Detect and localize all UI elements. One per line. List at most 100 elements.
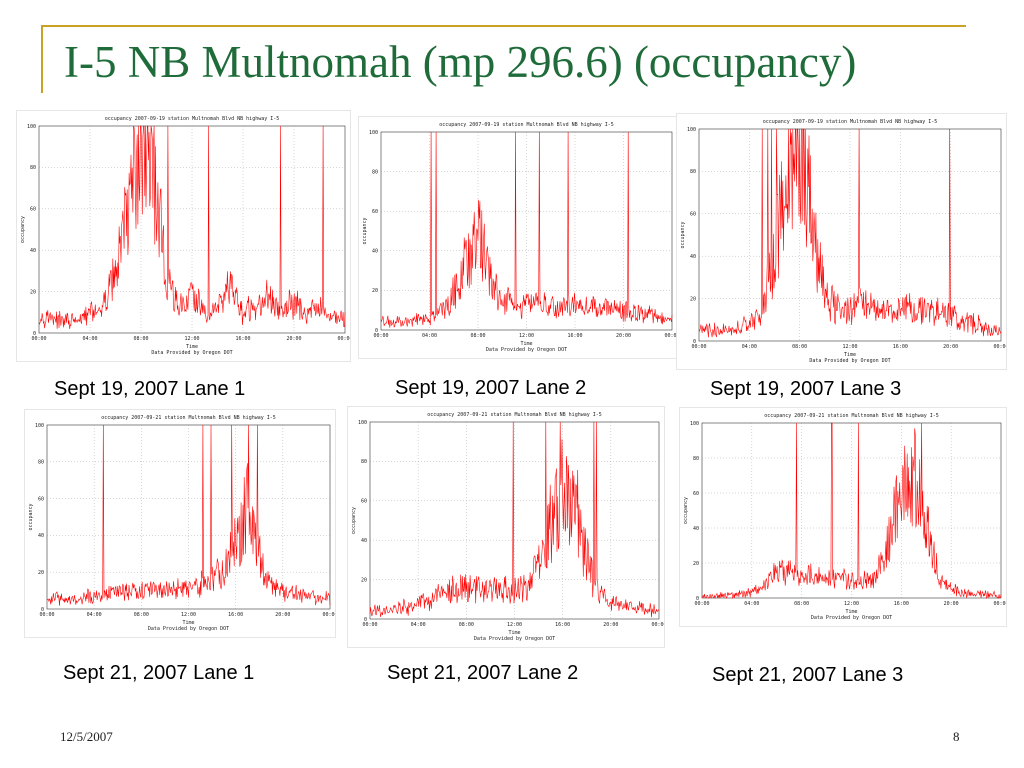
x-tick-label: 12:00 (842, 344, 857, 350)
x-tick-label: 00:00 (39, 612, 54, 618)
chart-panel-5: occupancy 2007-09-21 station Multnomah B… (348, 407, 664, 647)
data-credit: Data Provided by Oregon DOT (151, 350, 232, 356)
x-tick-label: 00:00 (31, 336, 46, 342)
y-tick-label: 60 (693, 491, 699, 497)
x-tick-label: 04:00 (411, 622, 426, 628)
x-tick-label: 12:00 (844, 601, 859, 607)
x-axis-label: Time (845, 609, 857, 615)
y-tick-label: 80 (372, 169, 378, 175)
chart-panel-1: occupancy 2007-09-19 station Multnomah B… (17, 111, 350, 361)
occupancy-series-line (46, 424, 331, 606)
x-axis-label: Time (186, 344, 198, 350)
x-tick-label: 08:00 (794, 601, 809, 607)
caption-sept19-lane3: Sept 19, 2007 Lane 3 (710, 378, 902, 400)
x-tick-label: 08:00 (133, 336, 148, 342)
y-tick-label: 60 (361, 499, 367, 505)
x-tick-label: 12:00 (519, 333, 534, 339)
x-tick-label: 04:00 (87, 612, 102, 618)
x-tick-label: 12:00 (181, 612, 196, 618)
chart-panel-6: occupancy 2007-09-21 station Multnomah B… (680, 408, 1006, 626)
x-tick-label: 00:00 (664, 333, 677, 339)
x-axis-label: Time (844, 352, 856, 358)
chart-title: occupancy 2007-09-19 station Multnomah B… (763, 119, 938, 125)
x-tick-label: 08:00 (470, 333, 485, 339)
y-axis-label: occupancy (20, 216, 26, 243)
y-tick-label: 60 (690, 212, 696, 218)
y-tick-label: 20 (372, 288, 378, 294)
x-tick-label: 20:00 (603, 622, 618, 628)
chart-panel-3: occupancy 2007-09-19 station Multnomah B… (677, 114, 1006, 369)
chart-title: occupancy 2007-09-21 station Multnomah B… (101, 415, 276, 421)
caption-sept21-lane3: Sept 21, 2007 Lane 3 (712, 664, 904, 686)
x-tick-label: 12:00 (184, 336, 199, 342)
x-tick-label: 00:00 (337, 336, 350, 342)
x-tick-label: 00:00 (373, 333, 388, 339)
x-tick-label: 00:00 (993, 601, 1006, 607)
x-axis-label: Time (520, 341, 532, 347)
x-axis-label: Time (182, 620, 194, 626)
y-tick-label: 80 (690, 169, 696, 175)
y-tick-label: 60 (38, 496, 44, 502)
x-tick-label: 16:00 (894, 601, 909, 607)
occupancy-chart: occupancy 2007-09-21 station Multnomah B… (28, 415, 335, 632)
x-tick-label: 16:00 (893, 344, 908, 350)
caption-sept21-lane1: Sept 21, 2007 Lane 1 (63, 662, 255, 684)
y-tick-label: 20 (693, 561, 699, 567)
plot-area (369, 421, 660, 620)
occupancy-chart: occupancy 2007-09-19 station Multnomah B… (20, 116, 350, 356)
x-tick-label: 20:00 (944, 601, 959, 607)
occupancy-chart: occupancy 2007-09-19 station Multnomah B… (362, 122, 677, 353)
chart-title: occupancy 2007-09-21 station Multnomah B… (764, 413, 939, 419)
y-tick-label: 0 (41, 607, 44, 613)
data-credit: Data Provided by Oregon DOT (486, 347, 567, 353)
y-tick-label: 0 (693, 339, 696, 345)
y-axis-label: occupancy (28, 503, 34, 530)
chart-panel-4: occupancy 2007-09-21 station Multnomah B… (25, 410, 335, 637)
x-tick-label: 04:00 (742, 344, 757, 350)
y-tick-label: 0 (375, 328, 378, 334)
y-axis-label: occupancy (351, 507, 357, 534)
y-tick-label: 60 (372, 209, 378, 215)
x-tick-label: 08:00 (459, 622, 474, 628)
footer-date: 12/5/2007 (60, 729, 113, 744)
y-axis-label: occupancy (680, 221, 686, 248)
occupancy-chart: occupancy 2007-09-21 station Multnomah B… (683, 413, 1006, 621)
y-tick-label: 40 (693, 526, 699, 532)
x-tick-label: 16:00 (567, 333, 582, 339)
x-tick-label: 00:00 (694, 601, 709, 607)
occupancy-series-line (701, 422, 1002, 600)
y-tick-label: 20 (30, 289, 36, 295)
y-tick-label: 20 (38, 570, 44, 576)
y-tick-label: 0 (696, 596, 699, 602)
x-tick-label: 08:00 (792, 344, 807, 350)
accent-rule-horizontal (41, 25, 966, 27)
x-tick-label: 20:00 (943, 344, 958, 350)
data-credit: Data Provided by Oregon DOT (811, 615, 892, 621)
x-tick-label: 20:00 (275, 612, 290, 618)
chart-panel-2: occupancy 2007-09-19 station Multnomah B… (359, 117, 677, 358)
y-tick-label: 40 (372, 249, 378, 255)
y-tick-label: 100 (27, 124, 36, 130)
y-tick-label: 80 (361, 459, 367, 465)
x-tick-label: 20:00 (286, 336, 301, 342)
x-tick-label: 04:00 (744, 601, 759, 607)
occupancy-series-line (698, 128, 1002, 338)
x-axis-label: Time (508, 630, 520, 636)
y-axis-label: occupancy (683, 497, 689, 524)
occupancy-chart: occupancy 2007-09-21 station Multnomah B… (351, 412, 664, 642)
x-tick-label: 04:00 (82, 336, 97, 342)
occupancy-series-line (380, 131, 673, 328)
y-tick-label: 80 (693, 456, 699, 462)
page-number: 8 (953, 729, 960, 744)
x-tick-label: 16:00 (555, 622, 570, 628)
x-tick-label: 00:00 (691, 344, 706, 350)
y-tick-label: 0 (364, 617, 367, 623)
chart-title: occupancy 2007-09-21 station Multnomah B… (427, 412, 602, 418)
y-tick-label: 80 (38, 460, 44, 466)
data-credit: Data Provided by Oregon DOT (474, 636, 555, 642)
y-tick-label: 100 (687, 127, 696, 133)
chart-title: occupancy 2007-09-19 station Multnomah B… (105, 116, 280, 122)
x-tick-label: 16:00 (235, 336, 250, 342)
y-tick-label: 40 (690, 254, 696, 260)
y-tick-label: 80 (30, 165, 36, 171)
